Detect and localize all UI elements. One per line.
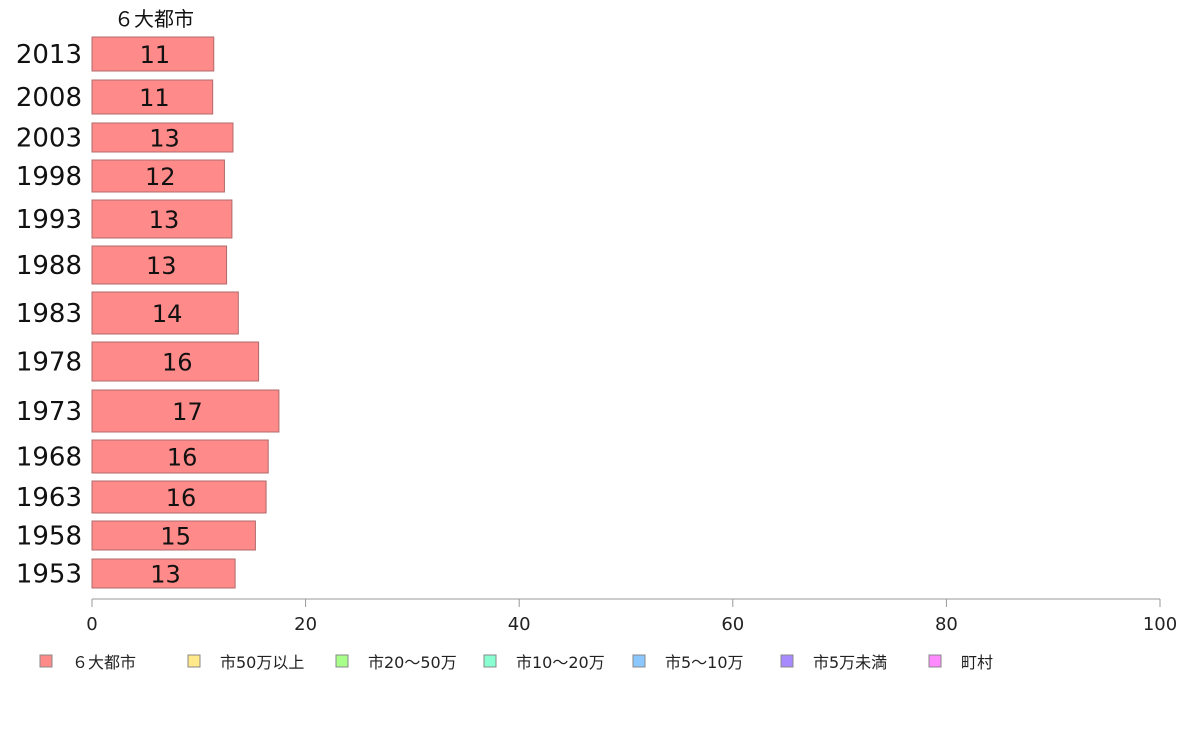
year-label: 1983 [16, 299, 82, 329]
bar [91, 36, 215, 72]
bar-value-label: 16 [167, 444, 198, 472]
year-label: 1978 [16, 348, 82, 378]
legend-item: 市5万未満 [780, 653, 887, 672]
legend-swatch [483, 654, 497, 668]
year-label: 1963 [16, 483, 82, 513]
year-label: 1968 [16, 443, 82, 473]
legend-item: 市10〜20万 [483, 653, 605, 672]
bars: 2013 11 2008 11 2003 13 1998 12 1993 13 1988 13 1983… [16, 36, 280, 590]
bar [91, 520, 256, 551]
x-tick-label: 60 [721, 614, 744, 635]
bar-value-label: 11 [140, 41, 171, 69]
legend-swatch [780, 654, 794, 668]
year-label: 1953 [16, 560, 82, 590]
bar [91, 79, 214, 115]
legend-swatch [335, 654, 349, 668]
bar-value-label: 16 [166, 484, 197, 512]
bar [91, 341, 260, 382]
legend: ６大都市 市50万以上 市20〜50万 市10〜20万 市5〜10万 市5万未満 町村 [39, 653, 993, 672]
bar-value-label: 12 [145, 163, 176, 191]
bar [91, 480, 267, 514]
legend-label: 町村 [961, 653, 993, 672]
year-label: 2013 [16, 40, 82, 70]
bar [91, 558, 236, 589]
bar [91, 199, 233, 239]
x-tick-label: 100 [1143, 614, 1177, 635]
x-tick-label: 20 [294, 614, 317, 635]
bar-value-label: 13 [149, 125, 180, 153]
legend-item: 市20〜50万 [335, 653, 457, 672]
legend-label: ６大都市 [72, 653, 136, 672]
year-label: 1973 [16, 397, 82, 427]
legend-swatch [187, 654, 201, 668]
legend-item: 町村 [928, 653, 993, 672]
bar-value-label: 13 [150, 561, 181, 589]
legend-item: 市5〜10万 [632, 653, 744, 672]
bar-value-label: 14 [152, 300, 183, 328]
legend-label: 市20〜50万 [368, 653, 457, 672]
x-tick-label: 40 [508, 614, 531, 635]
x-tick-label: 80 [935, 614, 958, 635]
bar [91, 389, 280, 433]
year-label: 1988 [16, 251, 82, 281]
bar-value-label: 17 [172, 398, 203, 426]
bar [91, 439, 269, 474]
year-label: 2008 [16, 83, 82, 113]
bar [91, 245, 228, 285]
year-label: 1993 [16, 205, 82, 235]
legend-label: 市10〜20万 [516, 653, 605, 672]
bar [91, 122, 234, 153]
x-tick-label: 0 [86, 614, 97, 635]
legend-swatch [928, 654, 942, 668]
bar [91, 291, 239, 335]
legend-swatch [632, 654, 646, 668]
year-label: 2003 [16, 124, 82, 154]
legend-label: 市5〜10万 [665, 653, 744, 672]
bar-value-label: 13 [149, 206, 180, 234]
legend-swatch [39, 654, 53, 668]
legend-label: 市5万未満 [813, 653, 887, 672]
legend-item: 市50万以上 [187, 653, 304, 672]
year-label: 1958 [16, 522, 82, 552]
bar-value-label: 13 [146, 252, 177, 280]
series-title: ６大都市 [114, 7, 194, 31]
bar-value-label: 11 [139, 84, 170, 112]
x-axis: 0 20 40 60 80 100 [86, 598, 1177, 635]
legend-label: 市50万以上 [220, 653, 304, 672]
bar-value-label: 16 [162, 349, 193, 377]
legend-item: ６大都市 [39, 653, 136, 672]
year-label: 1998 [16, 162, 82, 192]
bar-value-label: 15 [160, 523, 191, 551]
bar [91, 159, 225, 193]
